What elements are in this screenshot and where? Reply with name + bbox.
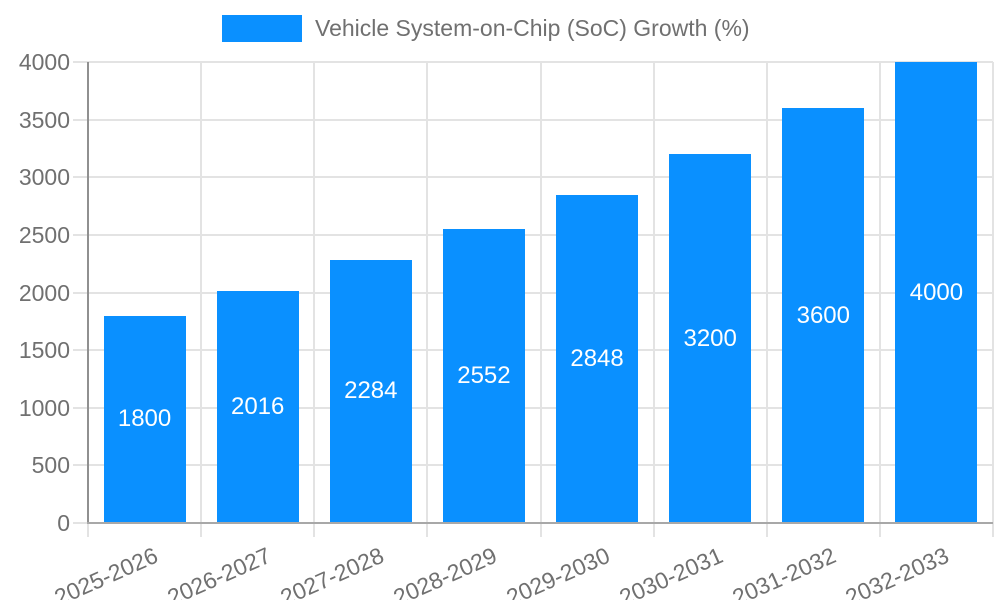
y-axis-tick (73, 464, 88, 467)
x-axis-tick (87, 523, 89, 537)
x-axis-category-label: 2029-2030 (502, 542, 614, 600)
y-axis-tick-label: 2000 (18, 279, 70, 306)
x-axis-tick (992, 523, 994, 537)
bar-value-label: 2848 (570, 344, 624, 372)
chart-legend: Vehicle System-on-Chip (SoC) Growth (%) (222, 15, 750, 42)
y-axis-tick (73, 522, 88, 524)
x-axis-tick (652, 523, 655, 537)
bar (103, 315, 186, 523)
x-axis-tick (200, 523, 203, 537)
y-axis-tick (73, 291, 88, 294)
x-axis-tick (878, 523, 881, 537)
y-axis-tick (73, 118, 88, 121)
x-axis-category-label: 2025-2026 (50, 542, 162, 600)
bar (216, 290, 299, 523)
bar (669, 154, 752, 523)
y-axis-tick (73, 176, 88, 179)
y-axis-line (87, 62, 89, 524)
x-axis-category-label: 2030-2031 (615, 542, 727, 600)
x-axis-category-label: 2031-2032 (728, 542, 840, 600)
bar-value-label: 1800 (117, 405, 172, 433)
vertical-gridline (878, 62, 881, 523)
x-axis-category-label: 2026-2027 (163, 542, 275, 600)
y-axis-tick-label: 4000 (18, 49, 70, 75)
bar-value-label: 4000 (909, 278, 964, 306)
y-axis-tick-label: 3000 (18, 164, 70, 191)
y-axis-tick-label: 2500 (18, 221, 70, 248)
x-axis-baseline (87, 522, 993, 524)
y-axis-tick (73, 406, 88, 409)
x-axis-tick (539, 523, 542, 537)
y-axis-tick (73, 233, 88, 236)
bar (329, 259, 412, 523)
bar (782, 108, 865, 523)
x-axis-tick (426, 523, 429, 537)
vertical-gridline (992, 62, 994, 523)
vertical-gridline (652, 62, 655, 523)
x-axis-category-label: 2027-2028 (276, 542, 388, 600)
bar (895, 62, 978, 523)
vertical-gridline (426, 62, 429, 523)
bar (442, 228, 525, 523)
y-axis-tick (73, 61, 88, 63)
y-axis-tick-label: 1500 (18, 337, 70, 364)
x-axis-tick (765, 523, 768, 537)
bar-value-label: 3200 (683, 324, 737, 352)
legend-color-swatch (222, 15, 302, 42)
y-axis-tick-label: 3500 (18, 106, 70, 133)
x-axis-tick (313, 523, 316, 537)
bar-value-label: 2016 (230, 392, 285, 420)
y-axis-tick (73, 349, 88, 352)
bar-value-label: 2284 (344, 377, 398, 405)
legend-series-label: Vehicle System-on-Chip (SoC) Growth (%) (315, 15, 750, 41)
vertical-gridline (765, 62, 768, 523)
vertical-gridline (313, 62, 316, 523)
y-axis-tick-label: 1000 (18, 394, 70, 421)
bar-value-label: 3600 (796, 301, 850, 329)
y-axis-tick-label: 0 (57, 510, 70, 536)
bar-value-label: 2552 (457, 361, 511, 389)
vertical-gridline (539, 62, 542, 523)
y-axis-tick-label: 500 (31, 452, 70, 479)
x-axis-category-label: 2028-2029 (389, 542, 501, 600)
bar (556, 194, 639, 523)
x-axis-category-label: 2032-2033 (841, 542, 954, 600)
vertical-gridline (200, 62, 203, 523)
